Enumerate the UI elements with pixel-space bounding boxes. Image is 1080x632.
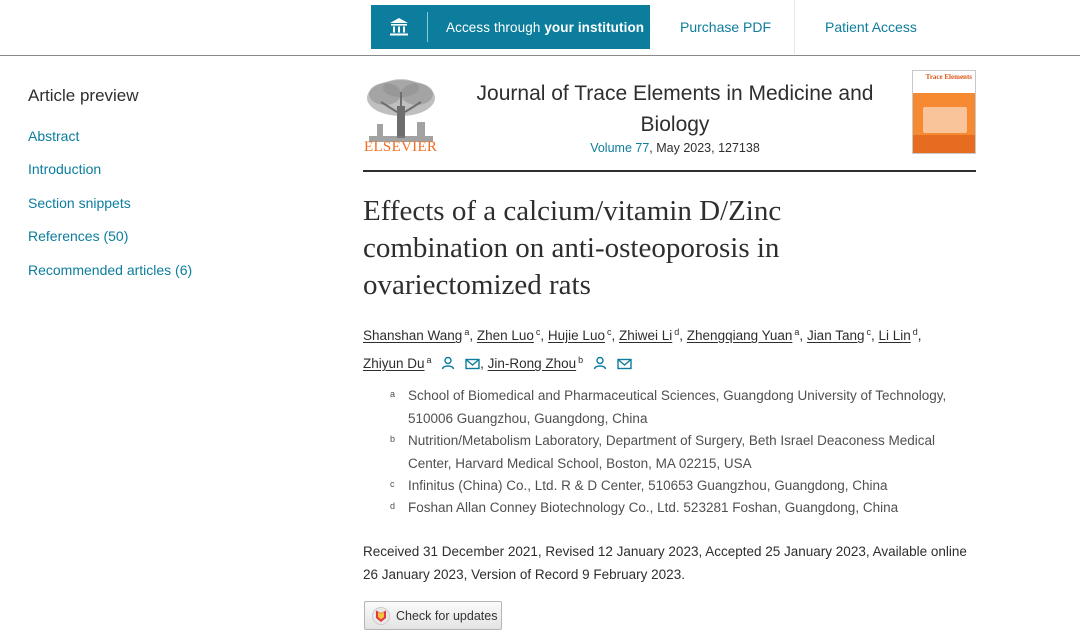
email-icon[interactable] <box>465 358 480 370</box>
journal-volume: Volume 77, May 2023, 127138 <box>470 141 880 155</box>
journal-title[interactable]: Journal of Trace Elements in Medicine an… <box>476 82 874 136</box>
purchase-pdf-link[interactable]: Purchase PDF <box>680 19 772 35</box>
sidebar-title: Article preview <box>28 86 139 105</box>
person-icon[interactable] <box>593 356 607 370</box>
email-icon[interactable] <box>617 358 632 370</box>
author[interactable]: Jian Tang c <box>806 327 871 343</box>
person-icon[interactable] <box>441 356 455 370</box>
check-for-updates-label: Check for updates <box>396 608 498 623</box>
elsevier-tree-logo[interactable] <box>363 70 439 154</box>
article-history-dates: Received 31 December 2021, Revised 12 Ja… <box>363 544 967 582</box>
article-title: Effects of a calcium/vitamin D/Zinc comb… <box>363 195 782 301</box>
affiliation-text: School of Biomedical and Pharmaceutical … <box>408 388 947 426</box>
cover-footer <box>913 135 975 153</box>
patient-access-link[interactable]: Patient Access <box>825 19 917 35</box>
access-through-institution-button[interactable]: Access through your institution <box>371 5 650 49</box>
affiliation: c Infinitus (China) Co., Ltd. R & D Cent… <box>390 475 980 498</box>
journal-cover-thumbnail[interactable]: Trace Elements <box>912 70 976 154</box>
author[interactable]: Hujie Luo c <box>547 327 612 343</box>
volume-date: , May 2023, 127138 <box>649 141 760 155</box>
affiliation: b Nutrition/Metabolism Laboratory, Depar… <box>390 430 980 475</box>
cover-artwork <box>923 107 967 133</box>
check-for-updates-button[interactable]: Check for updates <box>364 601 502 630</box>
sidebar-item-abstract[interactable]: Abstract <box>28 128 80 144</box>
author[interactable]: Li Lin d <box>878 327 918 343</box>
top-bar: Access through your institution Purchase… <box>0 0 1080 56</box>
affiliation-text: Foshan Allan Conney Biotechnology Co., L… <box>408 500 899 515</box>
author[interactable]: Zhengqiang Yuan a <box>686 327 800 343</box>
author[interactable]: Shanshan Wang a <box>363 327 470 343</box>
affiliation-mark: b <box>390 434 396 444</box>
affiliation: d Foshan Allan Conney Biotechnology Co.,… <box>390 497 980 520</box>
institution-icon <box>371 5 427 49</box>
author-list: Shanshan Wang a, Zhen Luo c, Hujie Luo c, Z… <box>363 327 922 371</box>
affiliation-mark: c <box>390 479 395 489</box>
crossmark-icon <box>372 606 390 625</box>
author[interactable]: Jin-Rong Zhou b <box>487 355 584 371</box>
affiliation: a School of Biomedical and Pharmaceutica… <box>390 385 980 430</box>
author[interactable]: Zhiyun Du a <box>363 355 432 371</box>
topbar-separator <box>794 0 795 54</box>
author[interactable]: Zhiwei Li d <box>618 327 680 343</box>
elsevier-wordmark: ELSEVIER <box>364 139 438 155</box>
sidebar-item-references[interactable]: References (50) <box>28 228 129 244</box>
affiliation-mark: a <box>390 389 396 399</box>
header-divider <box>363 170 976 172</box>
volume-link[interactable]: Volume 77 <box>590 141 650 155</box>
affiliation-text: Infinitus (China) Co., Ltd. R & D Center… <box>408 478 888 493</box>
sidebar-item-introduction[interactable]: Introduction <box>28 161 102 177</box>
access-button-label: Access through your institution <box>446 19 645 35</box>
author[interactable]: Zhen Luo c <box>476 327 541 343</box>
affiliation-text: Nutrition/Metabolism Laboratory, Departm… <box>408 433 935 471</box>
cover-title: Trace Elements <box>913 71 975 93</box>
button-divider <box>427 12 428 42</box>
sidebar-item-section-snippets[interactable]: Section snippets <box>28 195 131 211</box>
sidebar-item-recommended-articles[interactable]: Recommended articles (6) <box>28 262 193 278</box>
affiliation-mark: d <box>390 501 396 511</box>
